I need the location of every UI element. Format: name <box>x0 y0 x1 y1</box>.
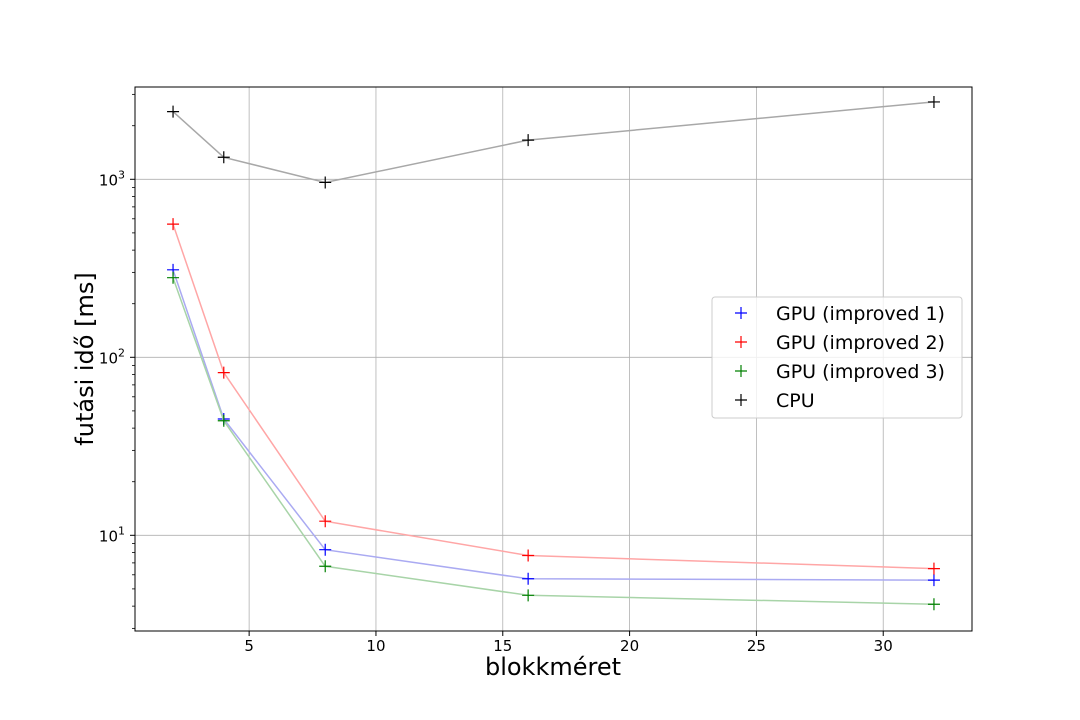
y-tick-label: 102 <box>99 346 125 367</box>
data-point <box>217 151 230 164</box>
data-point <box>522 134 535 147</box>
legend-marker <box>735 365 747 377</box>
x-axis-title: blokkméret <box>485 653 621 681</box>
data-point <box>217 414 230 427</box>
x-tick-label: 5 <box>244 637 254 655</box>
legend-marker <box>735 336 747 348</box>
data-point <box>167 218 180 231</box>
data-point <box>927 574 940 587</box>
y-tick-label: 101 <box>99 524 125 545</box>
data-point <box>167 105 180 118</box>
legend-label: GPU (improved 1) <box>776 303 945 325</box>
y-tick-label: 103 <box>99 168 125 189</box>
legend-label: GPU (improved 2) <box>776 332 945 354</box>
legend-label: CPU <box>776 390 815 412</box>
x-tick-label: 25 <box>747 637 766 655</box>
data-point <box>522 589 535 602</box>
x-tick-label: 10 <box>366 637 385 655</box>
legend-marker <box>735 307 747 319</box>
x-tick-label: 15 <box>493 637 512 655</box>
data-point <box>217 366 230 379</box>
legend-label: GPU (improved 3) <box>776 361 945 383</box>
data-point <box>319 515 332 528</box>
data-point <box>522 549 535 562</box>
legend-marker <box>735 394 747 406</box>
legend-box <box>711 296 963 419</box>
axis-ticks: 5 10 15 20 25 30 101 102 103 <box>99 93 893 655</box>
series-layer <box>167 95 940 611</box>
x-tick-label: 20 <box>620 637 639 655</box>
y-axis-title: futási idő [ms] <box>71 272 99 445</box>
plot-frame <box>134 86 973 632</box>
data-point <box>319 543 332 556</box>
data-point <box>522 572 535 585</box>
data-point <box>167 271 180 284</box>
x-tick-label: 30 <box>874 637 893 655</box>
series-line-4 <box>172 101 935 184</box>
data-point <box>927 598 940 611</box>
data-point <box>319 560 332 573</box>
data-point <box>927 562 940 575</box>
legend: GPU (improved 1) GPU (improved 2) GPU (imp… <box>711 296 963 419</box>
data-point <box>319 176 332 189</box>
data-point <box>927 95 940 108</box>
